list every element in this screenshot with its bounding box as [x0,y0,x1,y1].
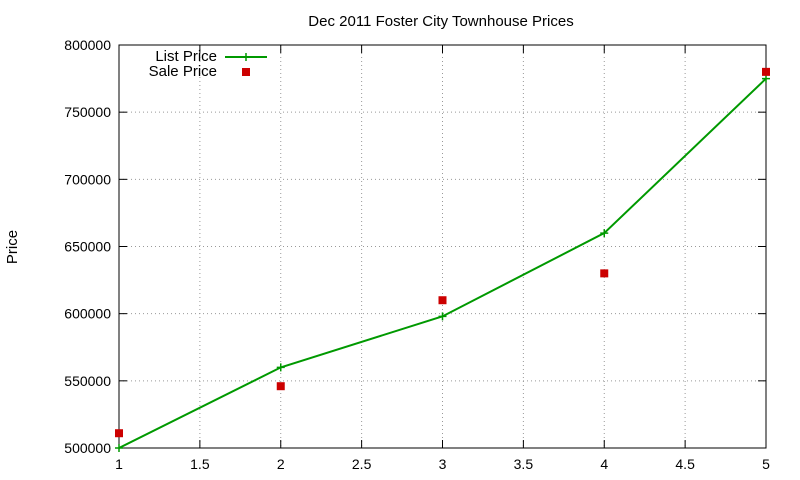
x-tick-label: 3 [439,456,447,472]
legend-label-sale-price: Sale Price [149,63,217,80]
y-tick-label: 800000 [64,37,111,53]
y-tick-label: 650000 [64,239,111,255]
x-tick-label: 4.5 [675,456,695,472]
y-axis-label: Price [4,230,21,264]
x-tick-label: 3.5 [514,456,534,472]
x-tick-label: 4 [600,456,608,472]
x-tick-label: 2.5 [352,456,372,472]
y-tick-label: 600000 [64,306,111,322]
y-tick-label: 750000 [64,104,111,120]
legend-plus-marker-list-price [242,53,250,61]
list-price-point [762,74,770,83]
axis-ticks [118,44,767,449]
legend-square-marker-sale-price [242,68,250,76]
list-price-point [276,363,285,372]
list-price-point [600,229,609,238]
chart-title: Dec 2011 Foster City Townhouse Prices [308,13,573,30]
sale-price-point [276,382,285,391]
list-price-point [115,444,123,452]
sale-price-point [600,269,609,278]
x-tick-labels: 1 1.5 2 2.5 3 3.5 4 4.5 5 [115,456,770,472]
legend: List Price Sale Price [149,48,267,80]
sale-price-point [438,296,447,305]
y-tick-label: 500000 [64,440,111,456]
x-tick-label: 1 [115,456,123,472]
legend-item-sale-price: Sale Price [149,63,250,80]
legend-item-list-price: List Price [155,48,267,65]
list-price-point [438,312,447,321]
x-tick-label: 2 [277,456,285,472]
x-tick-label: 5 [762,456,770,472]
x-tick-label: 1.5 [190,456,210,472]
sale-price-point [115,429,123,438]
y-tick-label: 700000 [64,171,111,187]
series-layer [115,67,770,452]
legend-label-list-price: List Price [155,48,217,65]
y-tick-labels: 500000 550000 600000 650000 700000 750000 8000… [64,37,111,456]
y-tick-label: 550000 [64,373,111,389]
grid-lines [119,45,766,448]
sale-price-point [762,67,770,76]
